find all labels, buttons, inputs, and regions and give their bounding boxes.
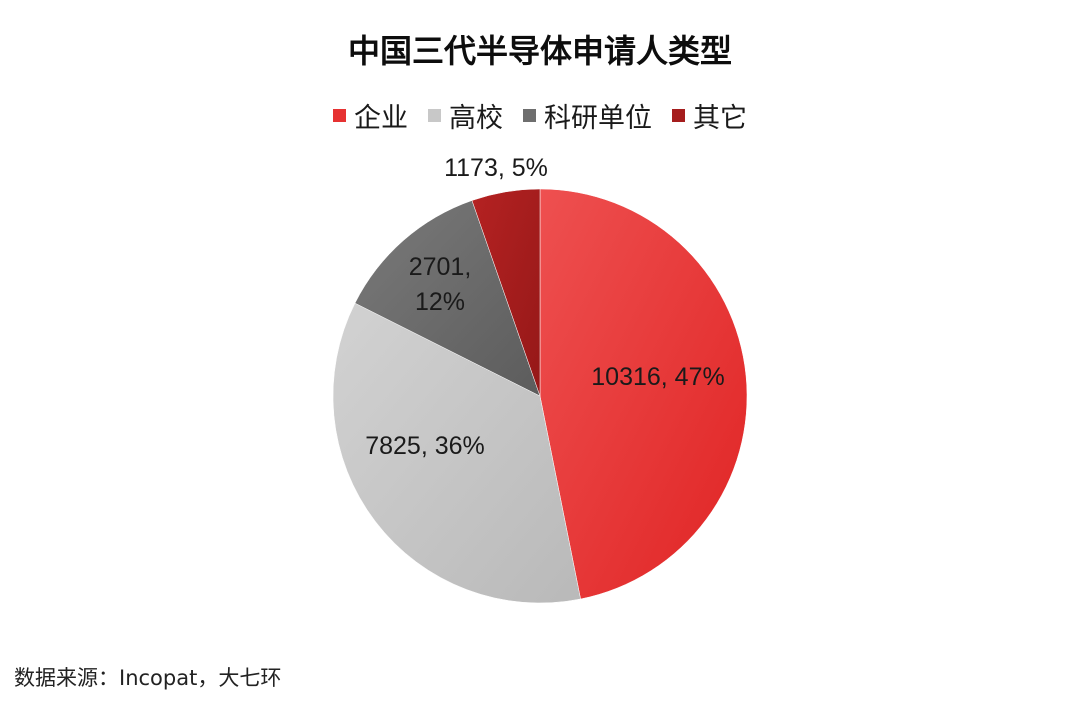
legend-swatch-enterprise	[333, 109, 346, 122]
slice-label-university: 7825, 36%	[365, 432, 485, 460]
chart-title: 中国三代半导体申请人类型	[347, 32, 732, 70]
slice-label-enterprise: 10316, 47%	[591, 363, 724, 391]
pie-slice-other	[471, 188, 541, 397]
legend-label-enterprise: 企业	[354, 103, 408, 134]
pie-slice-university	[332, 302, 581, 604]
legend-swatch-university	[428, 109, 441, 122]
legend-label-research-institute: 科研单位	[544, 103, 652, 134]
legend-swatch-other	[672, 109, 685, 122]
legend-label-other: 其它	[693, 103, 747, 134]
pie-labels: 10316, 47% 7825, 36% 2701, 12% 1173, 5%	[365, 154, 725, 460]
legend-item-research-institute: 科研单位	[523, 96, 652, 135]
legend-item-other: 其它	[672, 96, 747, 135]
pie-slices	[332, 188, 748, 604]
legend-swatch-research-institute	[523, 109, 536, 122]
slice-label-other: 1173, 5%	[444, 154, 548, 182]
legend: 企业 高校 科研单位 其它	[0, 96, 1080, 135]
slice-label-research-institute-line2: 12%	[415, 288, 465, 316]
pie-slice-research-institute	[354, 200, 541, 397]
legend-item-enterprise: 企业	[333, 96, 408, 135]
legend-label-university: 高校	[449, 103, 503, 134]
legend-item-university: 高校	[428, 96, 503, 135]
slice-label-research-institute-line1: 2701,	[409, 253, 472, 281]
source-note: 数据来源：Incopat，大七环	[14, 666, 282, 690]
pie-slice-enterprise	[539, 188, 748, 600]
